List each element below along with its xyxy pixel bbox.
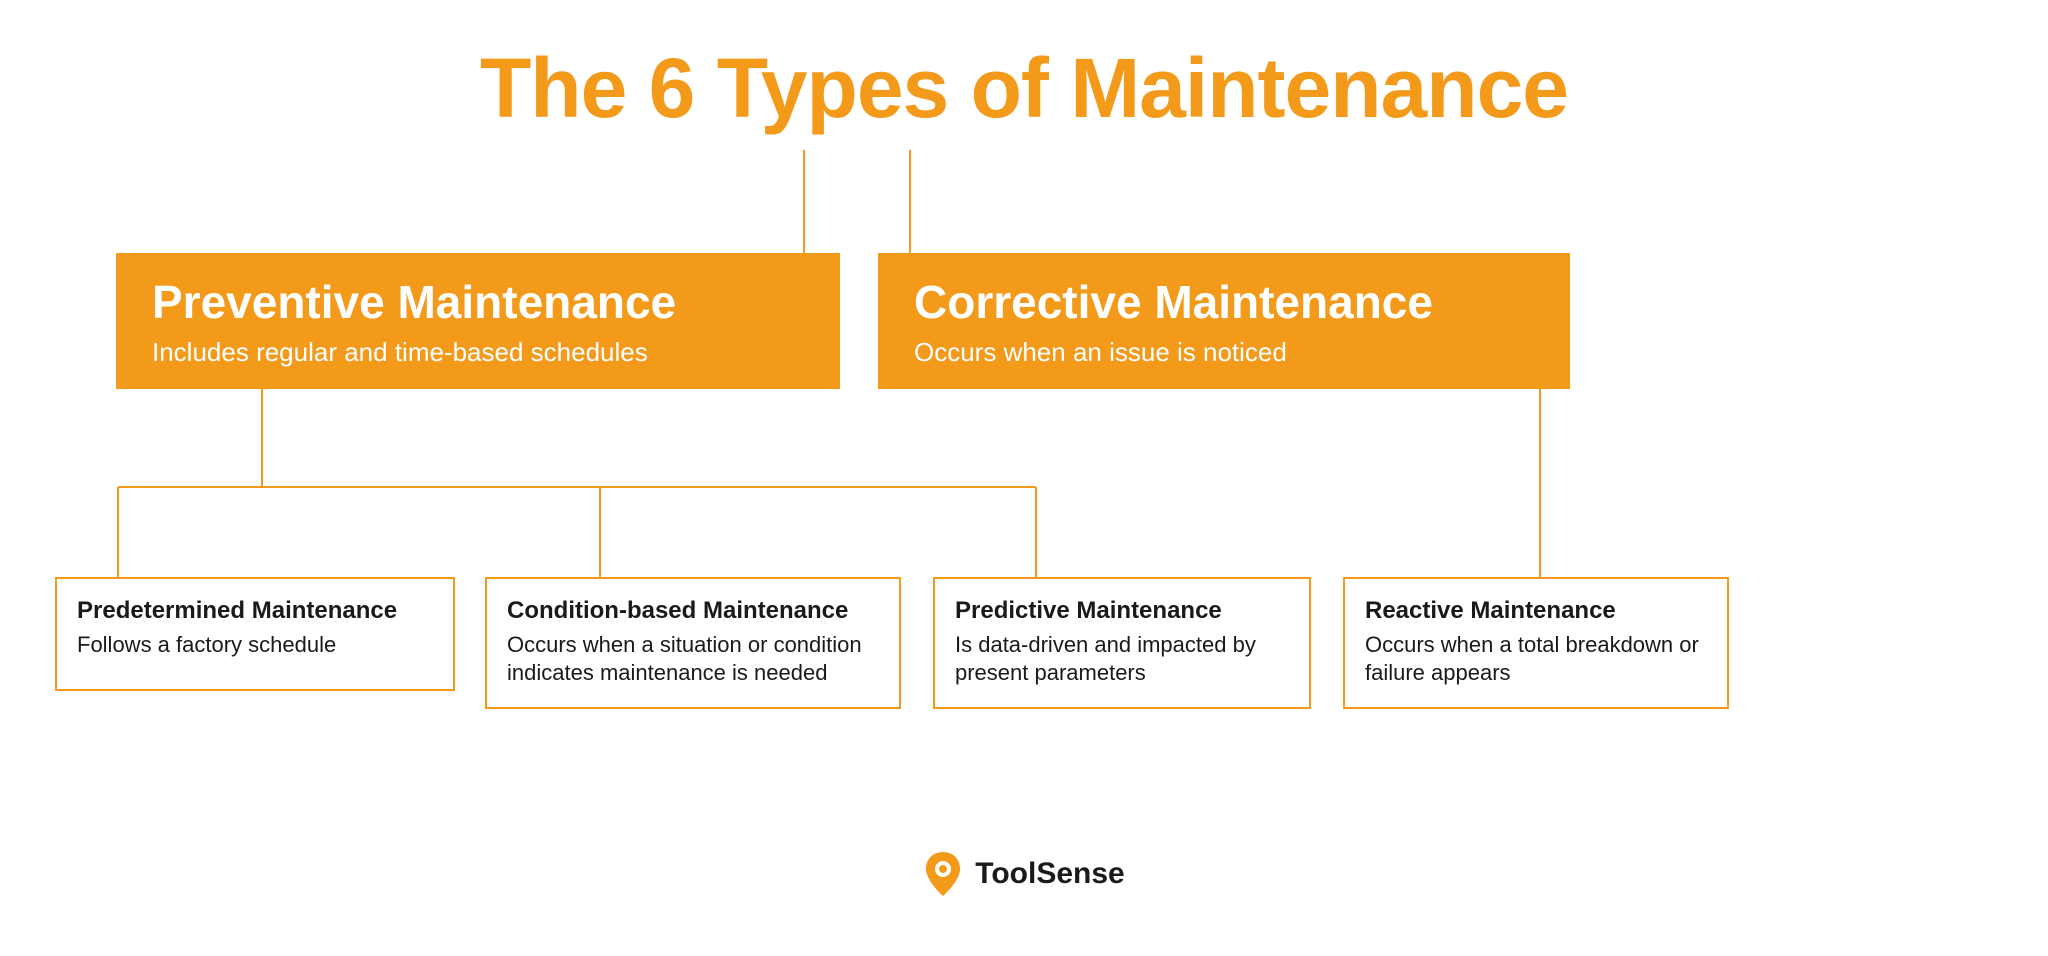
pin-icon: [923, 850, 963, 898]
corrective-box: Corrective Maintenance Occurs when an is…: [878, 253, 1570, 389]
reactive-subtitle: Occurs when a total breakdown or failure…: [1365, 631, 1707, 686]
predetermined-box: Predetermined Maintenance Follows a fact…: [55, 577, 455, 691]
condition-subtitle: Occurs when a situation or condition ind…: [507, 631, 879, 686]
condition-title: Condition-based Maintenance: [507, 597, 879, 625]
preventive-box: Preventive Maintenance Includes regular …: [116, 253, 840, 389]
page-title: The 6 Types of Maintenance: [0, 40, 2048, 137]
reactive-box: Reactive Maintenance Occurs when a total…: [1343, 577, 1729, 709]
preventive-title: Preventive Maintenance: [152, 275, 804, 329]
corrective-title: Corrective Maintenance: [914, 275, 1534, 329]
corrective-subtitle: Occurs when an issue is noticed: [914, 337, 1534, 368]
reactive-title: Reactive Maintenance: [1365, 597, 1707, 625]
predictive-subtitle: Is data-driven and impacted by present p…: [955, 631, 1289, 686]
connectors: [0, 0, 2048, 956]
brand-text: ToolSense: [975, 857, 1124, 891]
predetermined-subtitle: Follows a factory schedule: [77, 631, 433, 659]
preventive-subtitle: Includes regular and time-based schedule…: [152, 337, 804, 368]
condition-box: Condition-based Maintenance Occurs when …: [485, 577, 901, 709]
predictive-title: Predictive Maintenance: [955, 597, 1289, 625]
predetermined-title: Predetermined Maintenance: [77, 597, 433, 625]
predictive-box: Predictive Maintenance Is data-driven an…: [933, 577, 1311, 709]
brand: ToolSense: [0, 850, 2048, 898]
